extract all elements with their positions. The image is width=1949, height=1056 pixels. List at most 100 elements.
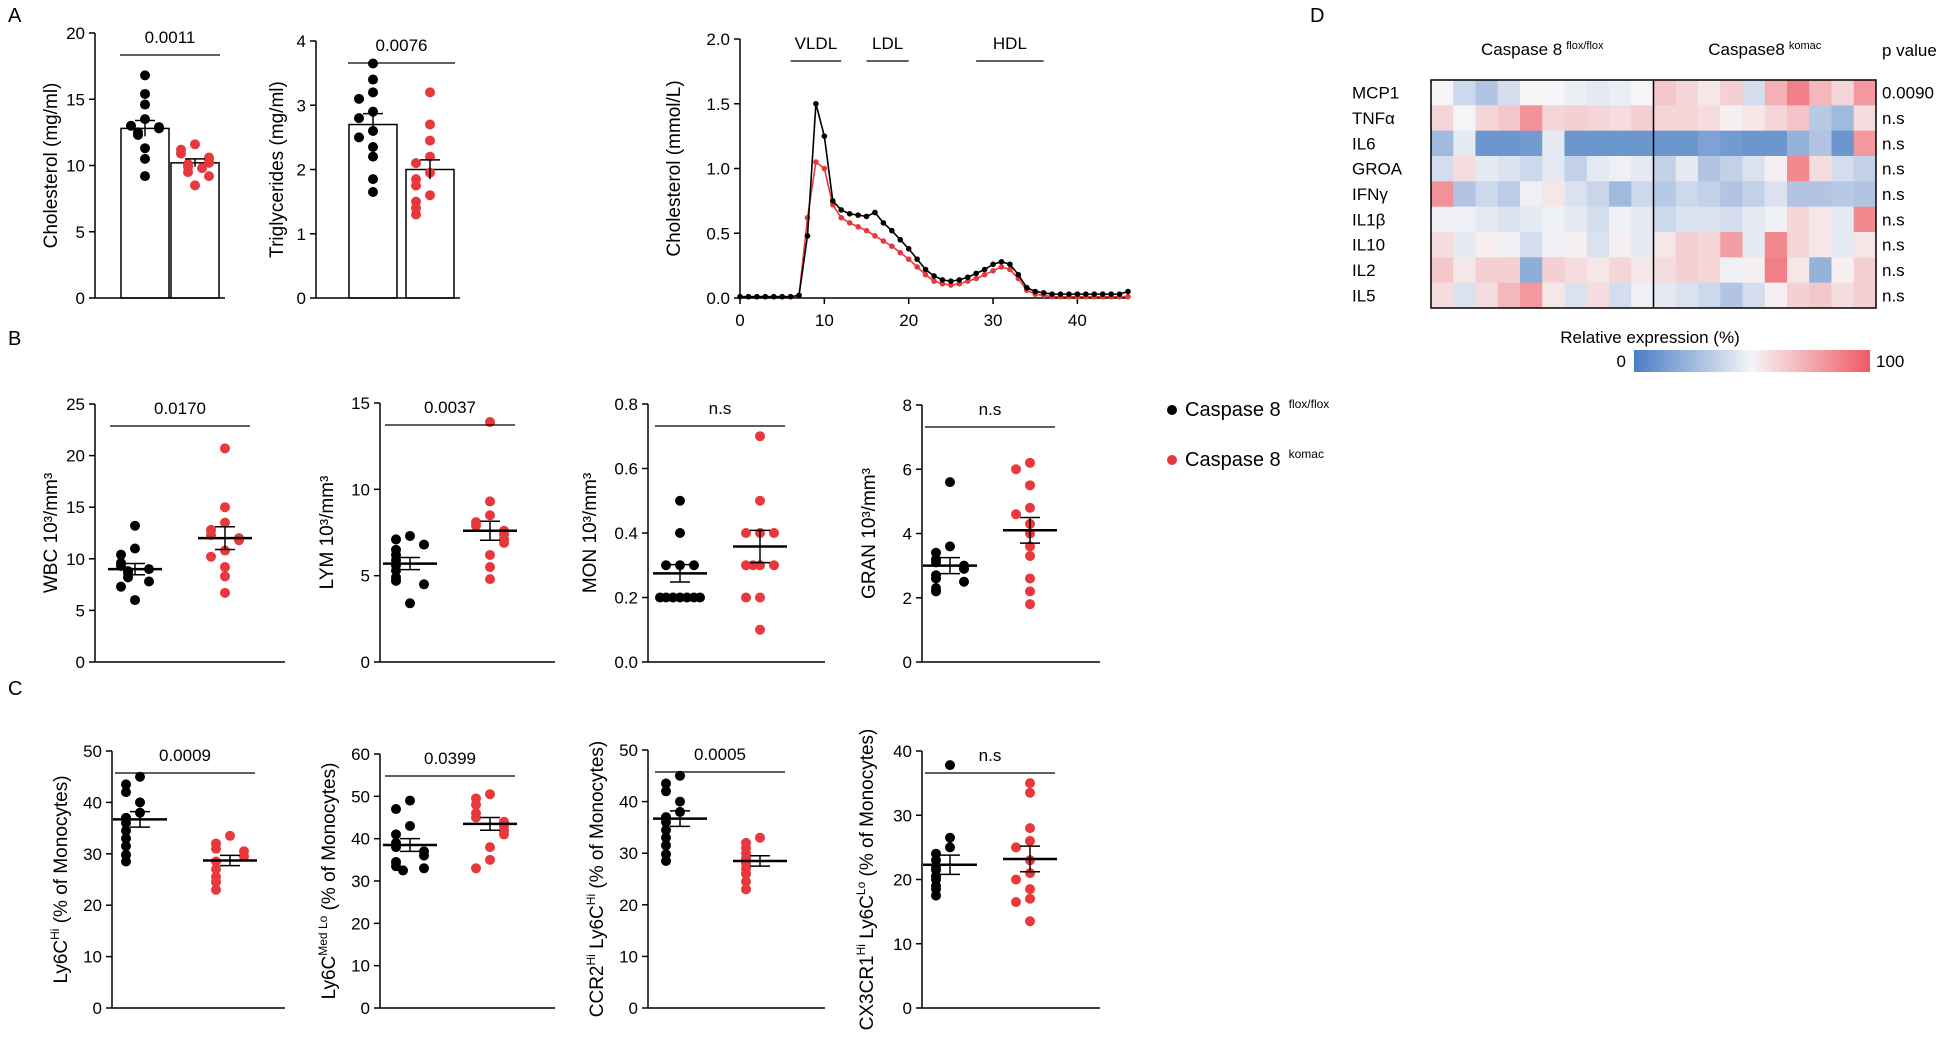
data-point <box>144 576 154 587</box>
data-point <box>220 502 230 513</box>
data-point <box>668 592 678 603</box>
heatmap-cell <box>1809 232 1832 258</box>
y-axis-label: Cholesterol (mg/ml) <box>41 83 62 249</box>
chart-lym: 0 5 10 15 LYM 10³/mm³ 0.0037 <box>317 394 555 672</box>
heatmap-cell <box>1453 257 1476 284</box>
data-point <box>220 571 230 582</box>
heatmap-cell <box>1586 80 1610 106</box>
data-point <box>973 270 979 277</box>
heatmap-cell <box>1787 257 1810 284</box>
data-point <box>914 264 920 270</box>
data-point <box>981 271 988 278</box>
data-point <box>769 528 779 538</box>
y-tick-label: 50 <box>351 787 370 806</box>
heatmap-cell <box>1698 232 1721 258</box>
heatmap-cell <box>1542 206 1565 233</box>
data-point <box>813 159 819 165</box>
y-tick-label: 15 <box>66 498 85 517</box>
heatmap-cell <box>1809 282 1832 309</box>
heatmap-cell <box>1431 232 1454 258</box>
data-point <box>220 443 230 454</box>
heatmap-cell <box>1787 181 1810 208</box>
heatmap-row-label: IFNγ <box>1352 185 1388 204</box>
heatmap-cell <box>1431 130 1454 157</box>
heatmap-cell <box>1675 206 1699 233</box>
data-point <box>1108 291 1114 297</box>
data-point <box>211 877 221 888</box>
heatmap-cell <box>1542 156 1565 182</box>
y-label-part: Ly6C <box>587 905 608 954</box>
data-point <box>1023 284 1030 291</box>
y-axis-label: MON 10³/mm³ <box>580 473 601 593</box>
data-point <box>425 135 435 146</box>
data-point <box>234 535 244 546</box>
heatmap-cell <box>1698 105 1721 132</box>
heatmap-cell <box>1564 257 1588 284</box>
data-point <box>779 293 785 300</box>
y-tick-label: 15 <box>66 90 85 109</box>
data-point <box>368 151 378 162</box>
data-point <box>922 271 929 278</box>
data-point <box>425 190 435 201</box>
y-tick-label: 0 <box>297 289 306 308</box>
data-point <box>655 592 665 603</box>
data-point <box>931 890 941 901</box>
y-tick-label: 20 <box>66 24 85 43</box>
data-point <box>1011 842 1021 853</box>
data-point <box>661 778 671 789</box>
heatmap-row-label: GROA <box>1352 160 1403 179</box>
chart-chol: 0 5 10 15 20 Cholesterol (mg/ml) 0.0011 <box>41 24 225 308</box>
heatmap-cell <box>1497 257 1521 284</box>
data-point <box>872 209 878 216</box>
heatmap-cell <box>1542 282 1565 309</box>
panel-label-b: B <box>8 328 21 350</box>
bar <box>120 127 170 299</box>
y-tick-label: 20 <box>351 914 370 933</box>
data-point <box>391 804 401 815</box>
heatmap-cell <box>1431 80 1454 106</box>
data-point <box>368 74 378 85</box>
heatmap-cell <box>1542 257 1565 284</box>
data-point <box>964 278 971 284</box>
data-point <box>741 592 751 603</box>
heatmap-cell <box>1787 156 1810 182</box>
chart-fplc: 0.0 0.5 1.0 1.5 2.0 Cholesterol (mmol/L) 0 10 20… <box>664 30 1131 330</box>
data-point <box>1011 509 1021 520</box>
data-point <box>675 770 685 781</box>
data-point <box>1099 291 1106 297</box>
y-tick-label: 0.8 <box>614 395 638 414</box>
y-axis-label: Cholesterol (mmol/L) <box>664 80 685 256</box>
heatmap-cell <box>1431 257 1454 284</box>
series-line <box>740 103 1129 298</box>
data-point <box>130 543 140 554</box>
heatmap-cell <box>1831 206 1855 233</box>
heatmap-row-label: IL2 <box>1352 261 1376 280</box>
data-point <box>368 186 378 197</box>
data-point <box>855 223 861 230</box>
y-axis-label: Ly6CHi (% of Monocytes) <box>48 775 72 983</box>
data-point <box>485 510 495 521</box>
data-point <box>1025 835 1035 846</box>
data-point <box>829 198 836 204</box>
heatmap-cell <box>1809 130 1832 157</box>
heatmap-cell <box>1742 232 1766 258</box>
heatmap-cell <box>1742 80 1766 106</box>
data-point <box>945 842 955 853</box>
data-point <box>661 560 671 571</box>
data-point <box>821 133 828 139</box>
data-point <box>914 256 920 262</box>
heatmap-row-label: IL10 <box>1352 236 1385 255</box>
y-tick-label: 30 <box>83 845 102 864</box>
data-point <box>689 560 699 571</box>
data-point <box>787 293 794 300</box>
y-label-superscript: Hi <box>48 929 62 940</box>
heatmap-cell <box>1453 206 1476 233</box>
fraction-label: VLDL <box>795 34 838 53</box>
data-point <box>838 207 845 213</box>
data-point <box>754 293 760 300</box>
heatmap-cell <box>1853 206 1877 233</box>
heatmap-cell <box>1542 105 1565 132</box>
data-point <box>1025 502 1035 513</box>
heatmap-cell <box>1453 181 1476 208</box>
heatmap-cell <box>1453 232 1476 258</box>
